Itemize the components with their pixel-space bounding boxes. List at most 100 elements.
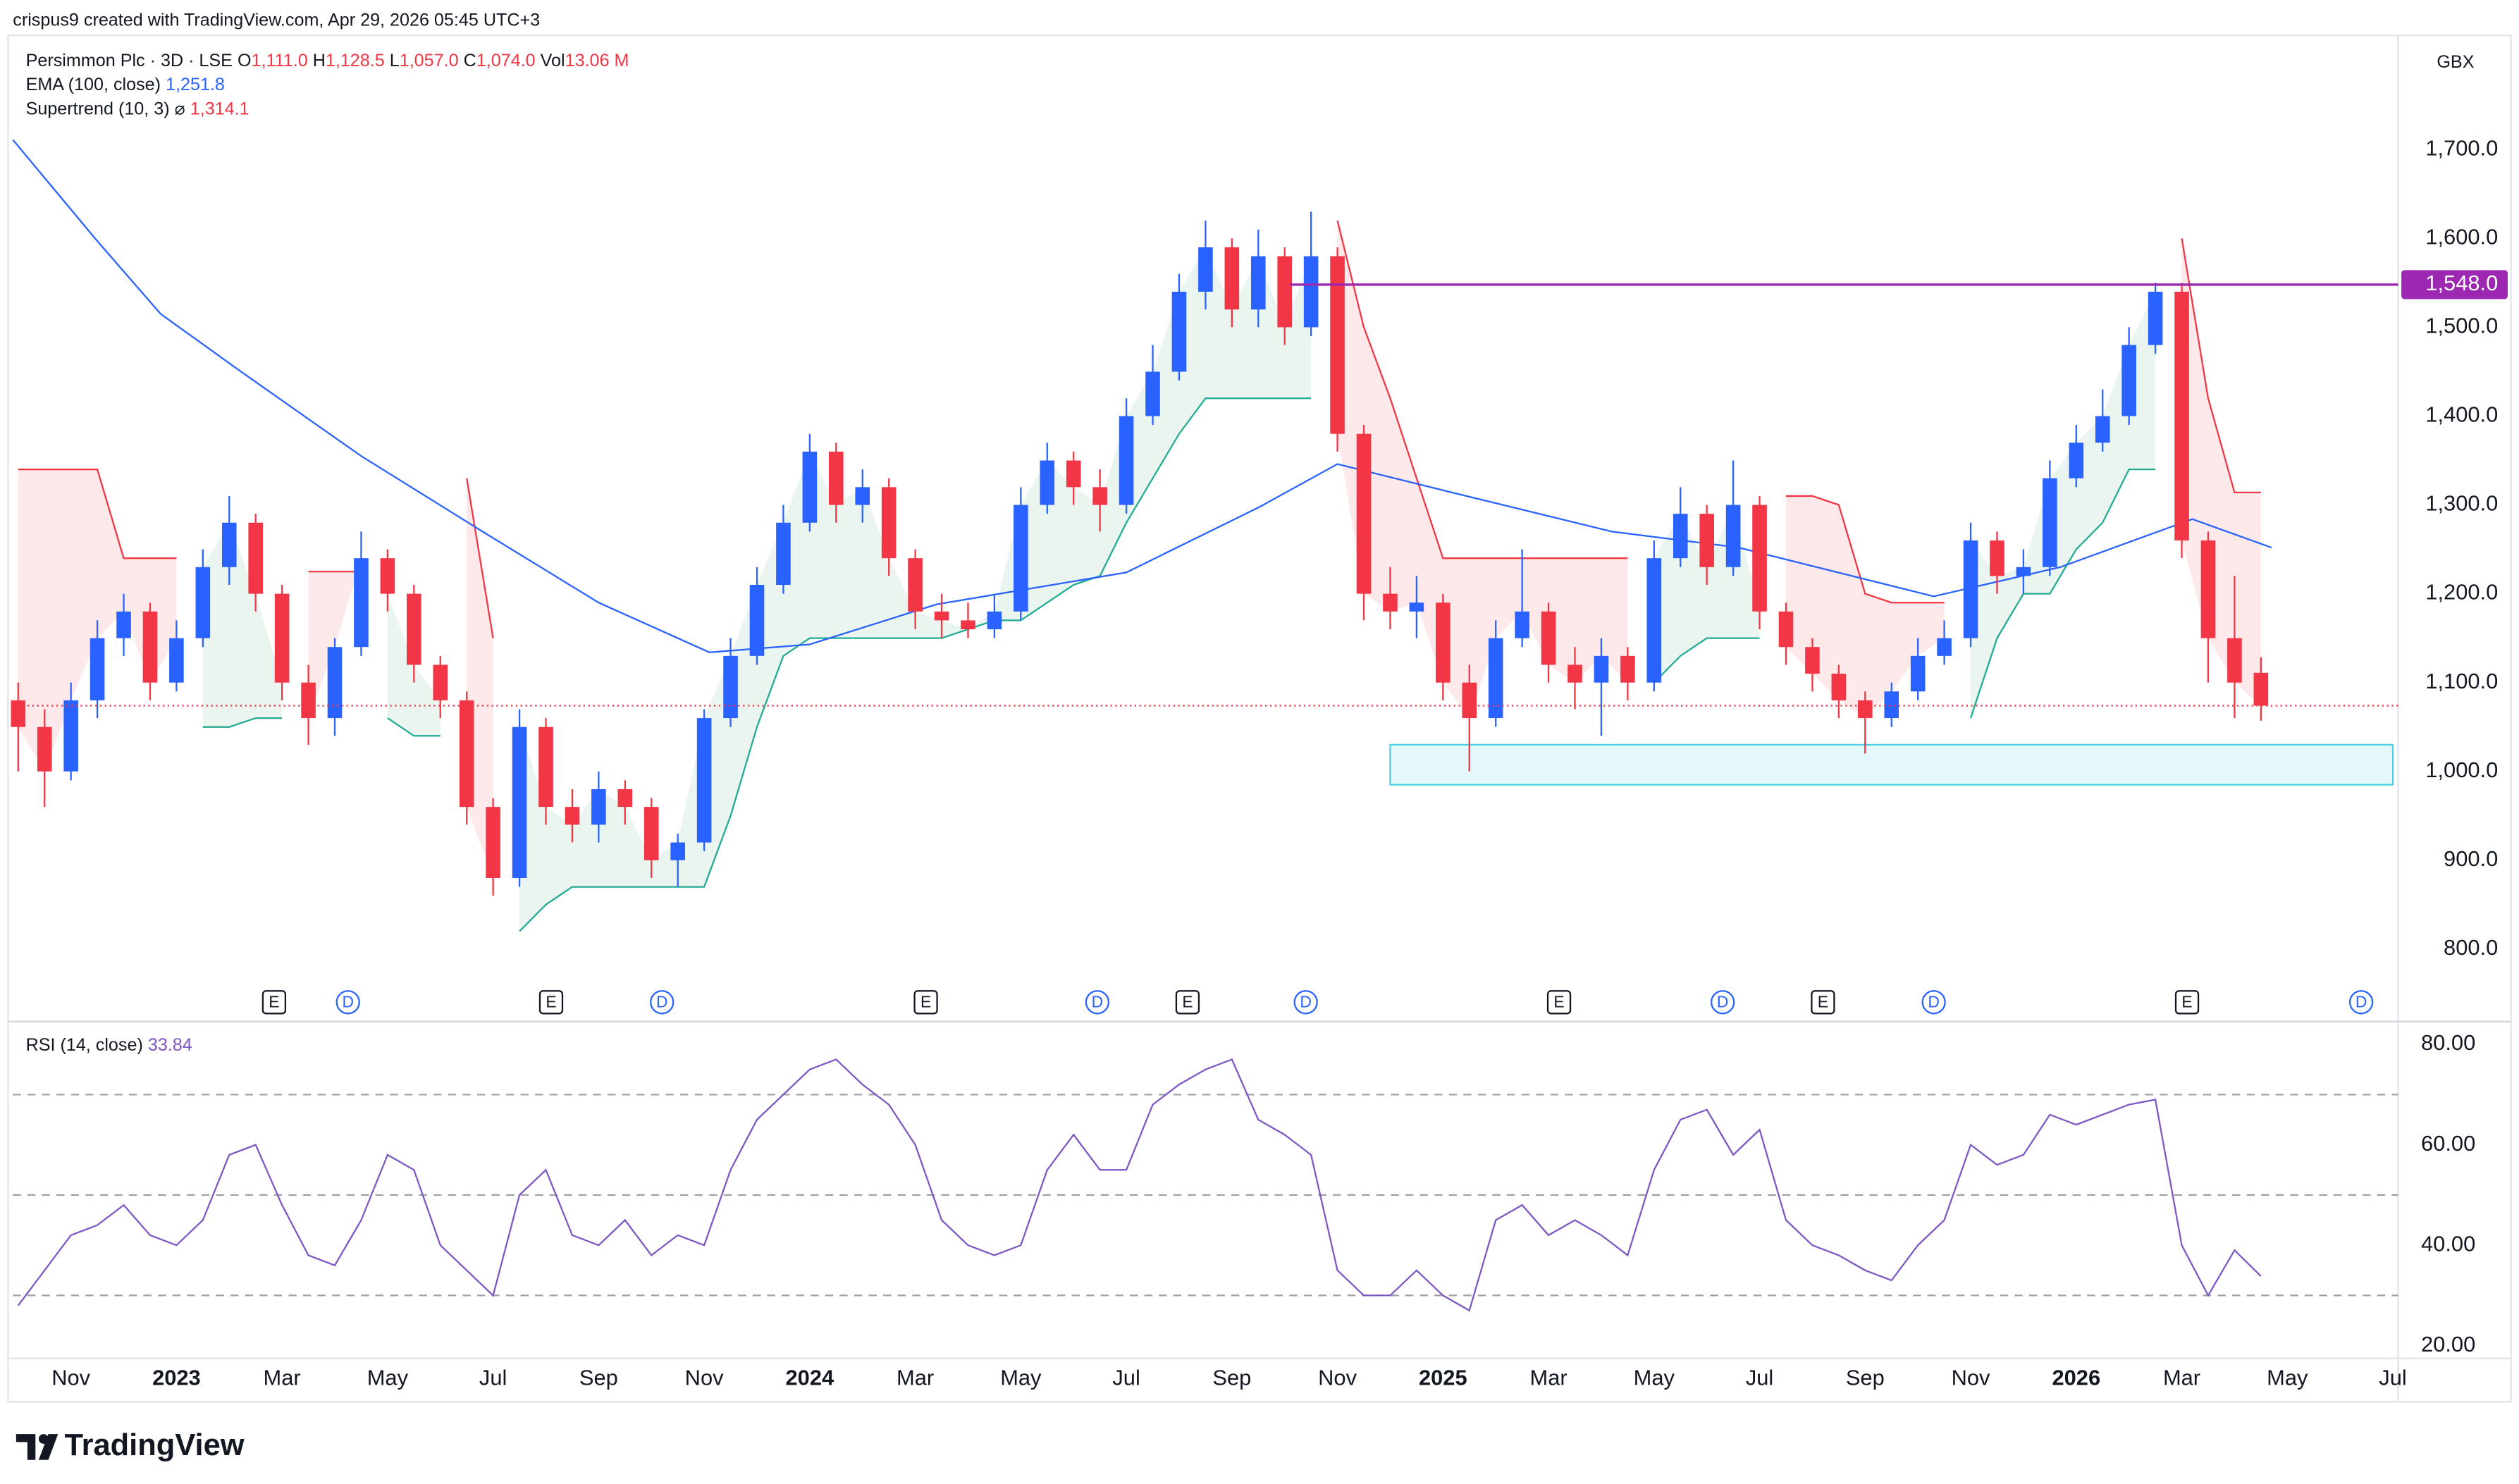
candle-body: [2069, 443, 2084, 478]
candle-body: [327, 647, 343, 719]
candle-body: [1383, 593, 1398, 612]
x-tick-label: Sep: [579, 1366, 618, 1390]
candle-body: [1594, 655, 1609, 683]
event-badge: [1175, 990, 1200, 1015]
candle-body: [617, 789, 633, 808]
event-label: D: [1717, 992, 1729, 1010]
indicator-value: 1,251.8: [166, 75, 225, 94]
event-badge: [1710, 990, 1735, 1015]
candle-body: [723, 655, 738, 719]
event-badge: [1085, 990, 1110, 1015]
candle-body: [459, 700, 474, 808]
rsi-line: [17, 1058, 2262, 1312]
event-badge: [1921, 990, 1946, 1015]
legend-value: 1,128.5: [326, 51, 385, 70]
legend-line: Persimmon Plc · 3D · LSE O1,111.0 H1,128…: [26, 51, 629, 70]
candle-body: [37, 726, 52, 772]
candle-body: [1699, 514, 1714, 567]
candle-body: [2200, 540, 2216, 638]
x-tick-label: Sep: [1212, 1366, 1251, 1390]
rsi-last: 33.84: [148, 1035, 192, 1055]
candle-body: [1092, 487, 1107, 505]
x-tick-label: 2026: [2052, 1366, 2100, 1390]
indicator-line: EMA (100, close) 1,251.8: [26, 75, 225, 94]
candle-body: [1224, 247, 1240, 310]
event-badge: [261, 990, 287, 1015]
event-label: D: [1928, 992, 1940, 1010]
candle-body: [1725, 505, 1741, 567]
ema-line: [12, 139, 2272, 653]
level-label: 1,548.0: [2425, 271, 2498, 295]
candle-body: [1171, 292, 1187, 372]
x-tick-label: Mar: [2163, 1366, 2200, 1390]
candle-body: [142, 611, 158, 683]
event-label: E: [1818, 992, 1828, 1010]
plot: 800.0 900.0 1,000.0 1,100.0 1,200.0 1,300.0 1,…: [11, 135, 2508, 1390]
candle-body: [961, 620, 975, 630]
candle-body: [1990, 540, 2004, 576]
candle-body: [1752, 505, 1767, 612]
x-tick-label: May: [1634, 1366, 1675, 1390]
indicator-value: 1,314.1: [190, 99, 250, 118]
candle-body: [1831, 674, 1847, 700]
rsi-tick-label: 80.00: [2421, 1030, 2475, 1055]
event-label: D: [2355, 992, 2367, 1010]
symbol: Persimmon Plc · 3D · LSE: [26, 51, 233, 70]
event-badge: [1811, 990, 1835, 1015]
y-tick-label: 1,100.0: [2425, 669, 2498, 693]
frame: [7, 35, 2512, 1403]
event-label: E: [269, 992, 279, 1010]
level-label-box: [2401, 270, 2508, 299]
candle-body: [116, 611, 131, 638]
candle-body: [670, 842, 685, 860]
legend-value: 1,111.0: [252, 51, 308, 70]
event-label: D: [656, 992, 668, 1010]
supertrend-line: [202, 717, 283, 728]
supertrend-line: [466, 478, 494, 638]
event-label: E: [546, 992, 556, 1010]
indicator-name: EMA (100, close): [26, 75, 161, 94]
currency: GBX: [2437, 52, 2474, 72]
brand-name: TradingView: [64, 1428, 244, 1462]
x-tick-label: 2023: [152, 1366, 201, 1390]
supertrend-fill: [1337, 221, 1628, 719]
y-tick-label: 1,200.0: [2425, 580, 2498, 605]
candle-body: [1356, 433, 1372, 594]
rsi-tick-label: 20.00: [2421, 1332, 2475, 1356]
candle-body: [1805, 647, 1820, 674]
supertrend-line: [18, 468, 177, 559]
candle-body: [512, 726, 527, 878]
rsi-legend: RSI (14, close) 33.84: [26, 1035, 192, 1055]
x-tick-label: May: [367, 1366, 409, 1390]
legend-label: O: [238, 51, 252, 70]
candle-body: [1910, 655, 1926, 692]
supertrend-line: [1336, 220, 1628, 559]
x-tick-label: Nov: [51, 1366, 90, 1390]
candle-body: [169, 638, 184, 683]
candle-body: [565, 807, 580, 825]
brand: TradingView: [16, 1428, 245, 1462]
candle-body: [63, 700, 78, 772]
supertrend-line: [519, 397, 1312, 932]
x-tick-label: 2024: [786, 1366, 834, 1390]
candle-body: [2016, 567, 2031, 576]
candle-body: [1646, 558, 1662, 683]
candle-body: [433, 664, 448, 700]
event-badge: [1293, 990, 1318, 1015]
supertrend-line: [387, 717, 441, 737]
x-tick-label: Jul: [1112, 1366, 1140, 1390]
candle-body: [908, 558, 923, 612]
candle-body: [354, 558, 369, 648]
y-tick-label: 1,500.0: [2425, 314, 2498, 338]
candle-body: [1014, 505, 1028, 612]
candle-body: [2121, 345, 2136, 416]
supertrend-line: [1785, 495, 1945, 604]
x-tick-label: Nov: [1952, 1366, 1990, 1390]
legend-label: H: [313, 51, 326, 70]
legend-label: C: [464, 51, 476, 70]
candle-body: [1673, 514, 1688, 559]
event-badge: [2174, 990, 2200, 1015]
candle-body: [802, 451, 818, 523]
event-label: D: [1300, 992, 1312, 1010]
